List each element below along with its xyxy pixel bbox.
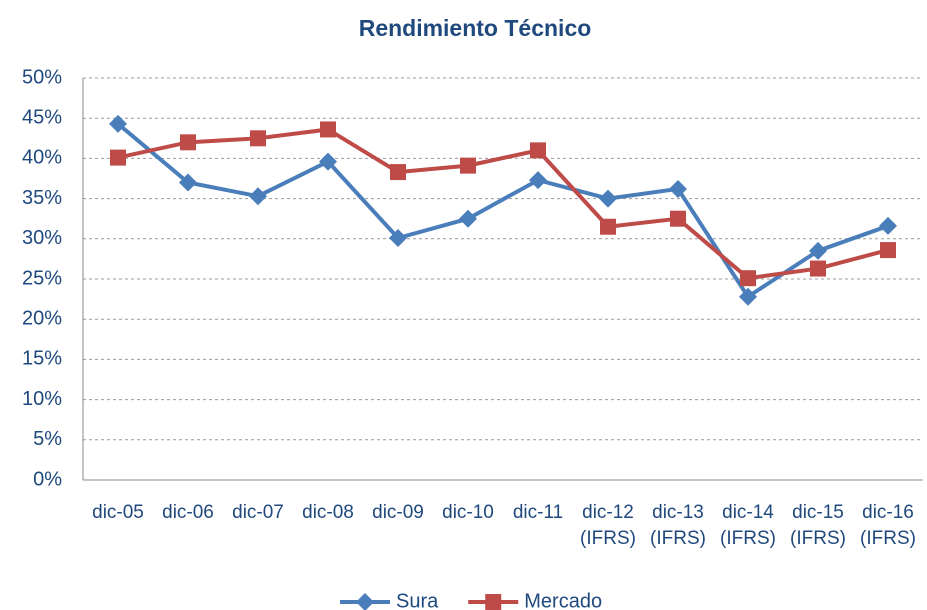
x-tick-label: dic-07 xyxy=(232,502,284,523)
point xyxy=(250,130,266,147)
y-tick-label: 20% xyxy=(22,307,62,329)
y-tick-label: 45% xyxy=(22,106,62,128)
x-tick-label: dic-06 xyxy=(162,502,214,523)
legend-marker xyxy=(485,594,502,610)
point xyxy=(670,210,686,227)
point xyxy=(740,270,756,287)
legend-label: Sura xyxy=(396,590,439,610)
y-tick-label: 35% xyxy=(22,187,62,209)
y-tick-label: 10% xyxy=(22,388,62,410)
point xyxy=(599,189,617,208)
point xyxy=(669,179,687,198)
point xyxy=(109,114,127,133)
point xyxy=(179,173,197,192)
series-line xyxy=(116,122,889,300)
point xyxy=(529,171,547,190)
y-tick-label: 0% xyxy=(33,468,62,490)
y-tick-label: 30% xyxy=(22,227,62,249)
point xyxy=(180,134,196,151)
point xyxy=(600,218,616,235)
x-tick-label: dic-15 (IFRS) xyxy=(790,502,846,549)
point xyxy=(390,164,406,181)
x-tick-label: dic-13 (IFRS) xyxy=(650,502,706,549)
point xyxy=(880,242,896,259)
x-tick-label: dic-12 (IFRS) xyxy=(580,502,636,549)
legend-marker xyxy=(356,593,374,610)
point xyxy=(249,187,267,206)
point xyxy=(810,260,826,277)
point xyxy=(389,228,407,247)
point xyxy=(530,142,546,159)
y-tick-label: 15% xyxy=(22,348,62,370)
point xyxy=(879,216,897,235)
x-tick-label: dic-08 xyxy=(302,502,354,523)
point xyxy=(320,121,336,138)
y-tick-label: 50% xyxy=(22,66,62,88)
x-tick-label: dic-09 xyxy=(372,502,424,523)
x-tick-label: dic-11 xyxy=(512,502,564,523)
x-tick-label: dic-05 xyxy=(92,502,144,523)
y-tick-label: 40% xyxy=(22,147,62,169)
x-tick-label: dic-14 (IFRS) xyxy=(720,502,776,549)
x-tick-label: dic-10 xyxy=(442,502,494,523)
series-line xyxy=(117,127,889,281)
point xyxy=(459,209,477,228)
point xyxy=(460,157,476,174)
point xyxy=(319,152,337,171)
point xyxy=(110,149,126,166)
chart-title: Rendimiento Técnico xyxy=(359,15,592,41)
legend-label: Mercado xyxy=(524,590,602,610)
x-tick-label: dic-16 (IFRS) xyxy=(860,502,916,549)
point xyxy=(809,241,827,260)
point xyxy=(739,287,757,306)
y-tick-label: 25% xyxy=(22,267,62,289)
y-tick-label: 5% xyxy=(33,428,62,450)
